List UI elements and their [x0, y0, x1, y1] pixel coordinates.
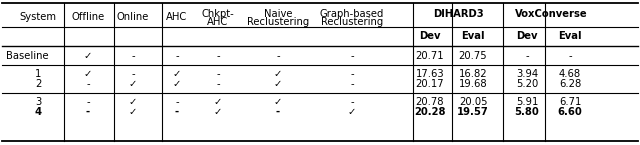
Text: ✓: ✓ [84, 69, 92, 79]
Text: ✓: ✓ [214, 97, 222, 107]
Text: Dev: Dev [419, 31, 441, 41]
Text: ✓: ✓ [214, 107, 222, 117]
Text: Offline: Offline [72, 12, 104, 22]
Text: -: - [216, 69, 220, 79]
Text: -: - [175, 107, 179, 117]
Text: -: - [131, 51, 135, 61]
Text: ✓: ✓ [173, 79, 181, 89]
Text: ✓: ✓ [274, 69, 282, 79]
Text: -: - [525, 51, 529, 61]
Text: ✓: ✓ [129, 97, 137, 107]
Text: AHC: AHC [207, 17, 228, 27]
Text: AHC: AHC [166, 12, 188, 22]
Text: 19.57: 19.57 [457, 107, 489, 117]
Text: -: - [350, 69, 354, 79]
Text: -: - [86, 79, 90, 89]
Text: -: - [276, 51, 280, 61]
Text: ✓: ✓ [274, 79, 282, 89]
Text: 6.71: 6.71 [559, 97, 581, 107]
Text: 20.05: 20.05 [459, 97, 487, 107]
Text: -: - [350, 79, 354, 89]
Text: 5.80: 5.80 [515, 107, 540, 117]
Text: -: - [175, 51, 179, 61]
Text: -: - [350, 97, 354, 107]
Text: Chkpt-: Chkpt- [202, 9, 234, 19]
Text: 20.75: 20.75 [459, 51, 487, 61]
Text: -: - [216, 79, 220, 89]
Text: 20.78: 20.78 [416, 97, 444, 107]
Text: 4.68: 4.68 [559, 69, 581, 79]
Text: Graph-based: Graph-based [320, 9, 384, 19]
Text: 17.63: 17.63 [416, 69, 444, 79]
Text: Eval: Eval [558, 31, 582, 41]
Text: -: - [131, 69, 135, 79]
Text: 1: 1 [35, 69, 41, 79]
Text: -: - [350, 51, 354, 61]
Text: ✓: ✓ [129, 107, 137, 117]
Text: ✓: ✓ [129, 79, 137, 89]
Text: ✓: ✓ [84, 51, 92, 61]
Text: Reclustering: Reclustering [247, 17, 309, 27]
Text: -: - [86, 97, 90, 107]
Text: 4: 4 [35, 107, 42, 117]
Text: -: - [276, 107, 280, 117]
Text: -: - [216, 51, 220, 61]
Text: Reclustering: Reclustering [321, 17, 383, 27]
Text: 16.82: 16.82 [459, 69, 487, 79]
Text: 6.60: 6.60 [557, 107, 582, 117]
Text: -: - [86, 107, 90, 117]
Text: ✓: ✓ [348, 107, 356, 117]
Text: Online: Online [117, 12, 149, 22]
Text: DIHARD3: DIHARD3 [433, 9, 483, 19]
Text: -: - [175, 97, 179, 107]
Text: ✓: ✓ [173, 69, 181, 79]
Text: 3.94: 3.94 [516, 69, 538, 79]
Text: 6.28: 6.28 [559, 79, 581, 89]
Text: 20.28: 20.28 [414, 107, 445, 117]
Text: Baseline: Baseline [6, 51, 49, 61]
Text: Naive: Naive [264, 9, 292, 19]
Text: System: System [19, 12, 56, 22]
Text: 5.91: 5.91 [516, 97, 538, 107]
Text: ✓: ✓ [274, 97, 282, 107]
Text: -: - [568, 51, 572, 61]
Text: 20.17: 20.17 [416, 79, 444, 89]
Text: Eval: Eval [461, 31, 484, 41]
Text: Dev: Dev [516, 31, 538, 41]
Text: 3: 3 [35, 97, 41, 107]
Text: 5.20: 5.20 [516, 79, 538, 89]
Text: VoxConverse: VoxConverse [515, 9, 588, 19]
Text: 2: 2 [35, 79, 41, 89]
Text: 19.68: 19.68 [459, 79, 487, 89]
Text: 20.71: 20.71 [416, 51, 444, 61]
